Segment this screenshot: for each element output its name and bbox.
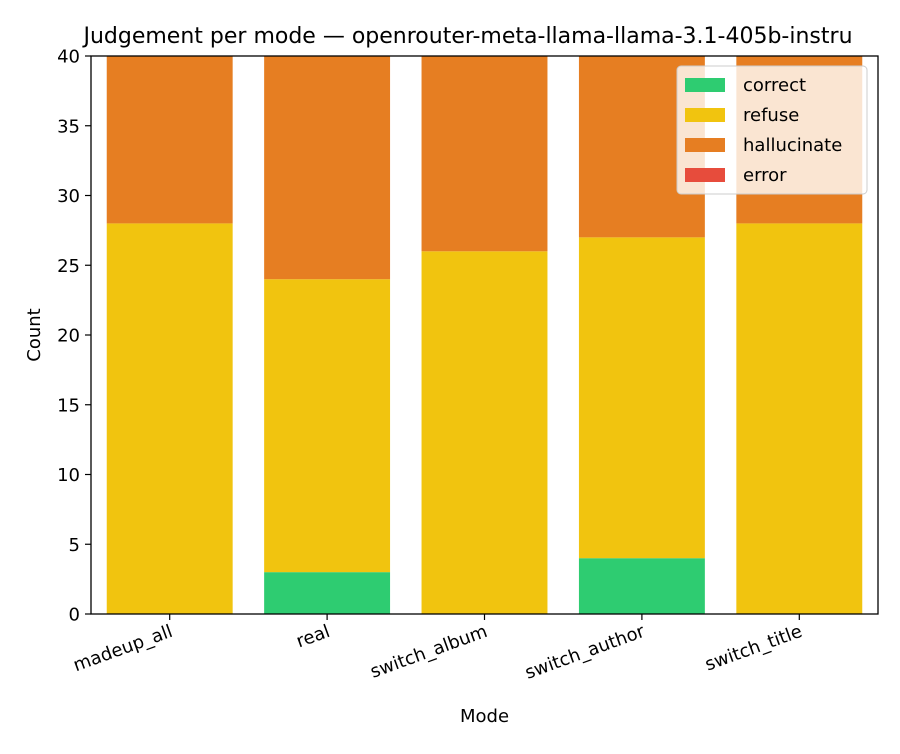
y-tick-label: 40 [57,47,80,68]
bar-refuse-real [264,279,391,573]
bar-refuse-madeup_all [106,223,233,614]
bar-hallucinate-real [264,56,391,280]
x-tick-label-switch_album: switch_album [368,621,491,683]
y-axis: 0 5 10 15 20 25 30 35 40 [57,47,91,626]
y-tick-label: 15 [57,395,80,416]
bar-correct-real [264,572,391,614]
x-tick-label-switch_title: switch_title [702,621,805,676]
y-tick-label: 35 [57,116,80,137]
chart-title: Judgement per mode — openrouter-meta-lla… [81,24,852,49]
plot-frame [90,55,879,615]
bar-correct-switch_author [578,558,705,614]
bars-layer [106,56,863,614]
x-tick-label-madeup_all: madeup_all [71,621,176,676]
y-tick-label: 10 [57,465,80,486]
y-tick-label: 5 [69,535,80,556]
y-tick-label: 20 [57,326,80,347]
legend-box [676,65,868,195]
legend-swatch-hallucinate [685,138,725,152]
y-tick-label: 0 [69,605,80,626]
bar-hallucinate-madeup_all [106,56,233,224]
x-tick-label-switch_author: switch_author [522,621,648,684]
bars-group [106,56,863,614]
y-tick-label: 30 [57,186,80,207]
legend-swatch-correct [685,78,725,92]
legend-label-refuse: refuse [743,105,799,126]
legend-swatch-refuse [685,108,725,122]
bar-refuse-switch_album [421,251,548,614]
x-axis: madeup_all real switch_album switch_author s… [71,614,805,684]
legend-label-hallucinate: hallucinate [743,135,842,156]
bar-hallucinate-switch_album [421,56,548,252]
bar-refuse-switch_title [736,223,863,614]
bar-refuse-switch_author [578,237,705,559]
x-axis-label: Mode [460,706,509,727]
x-tick-label-real: real [294,621,333,652]
legend: correct refuse hallucinate error [676,65,868,195]
legend-swatch-error [685,168,725,182]
y-tick-label: 25 [57,256,80,277]
legend-label-error: error [743,165,787,186]
legend-label-correct: correct [743,75,806,96]
y-axis-label: Count [24,308,45,361]
